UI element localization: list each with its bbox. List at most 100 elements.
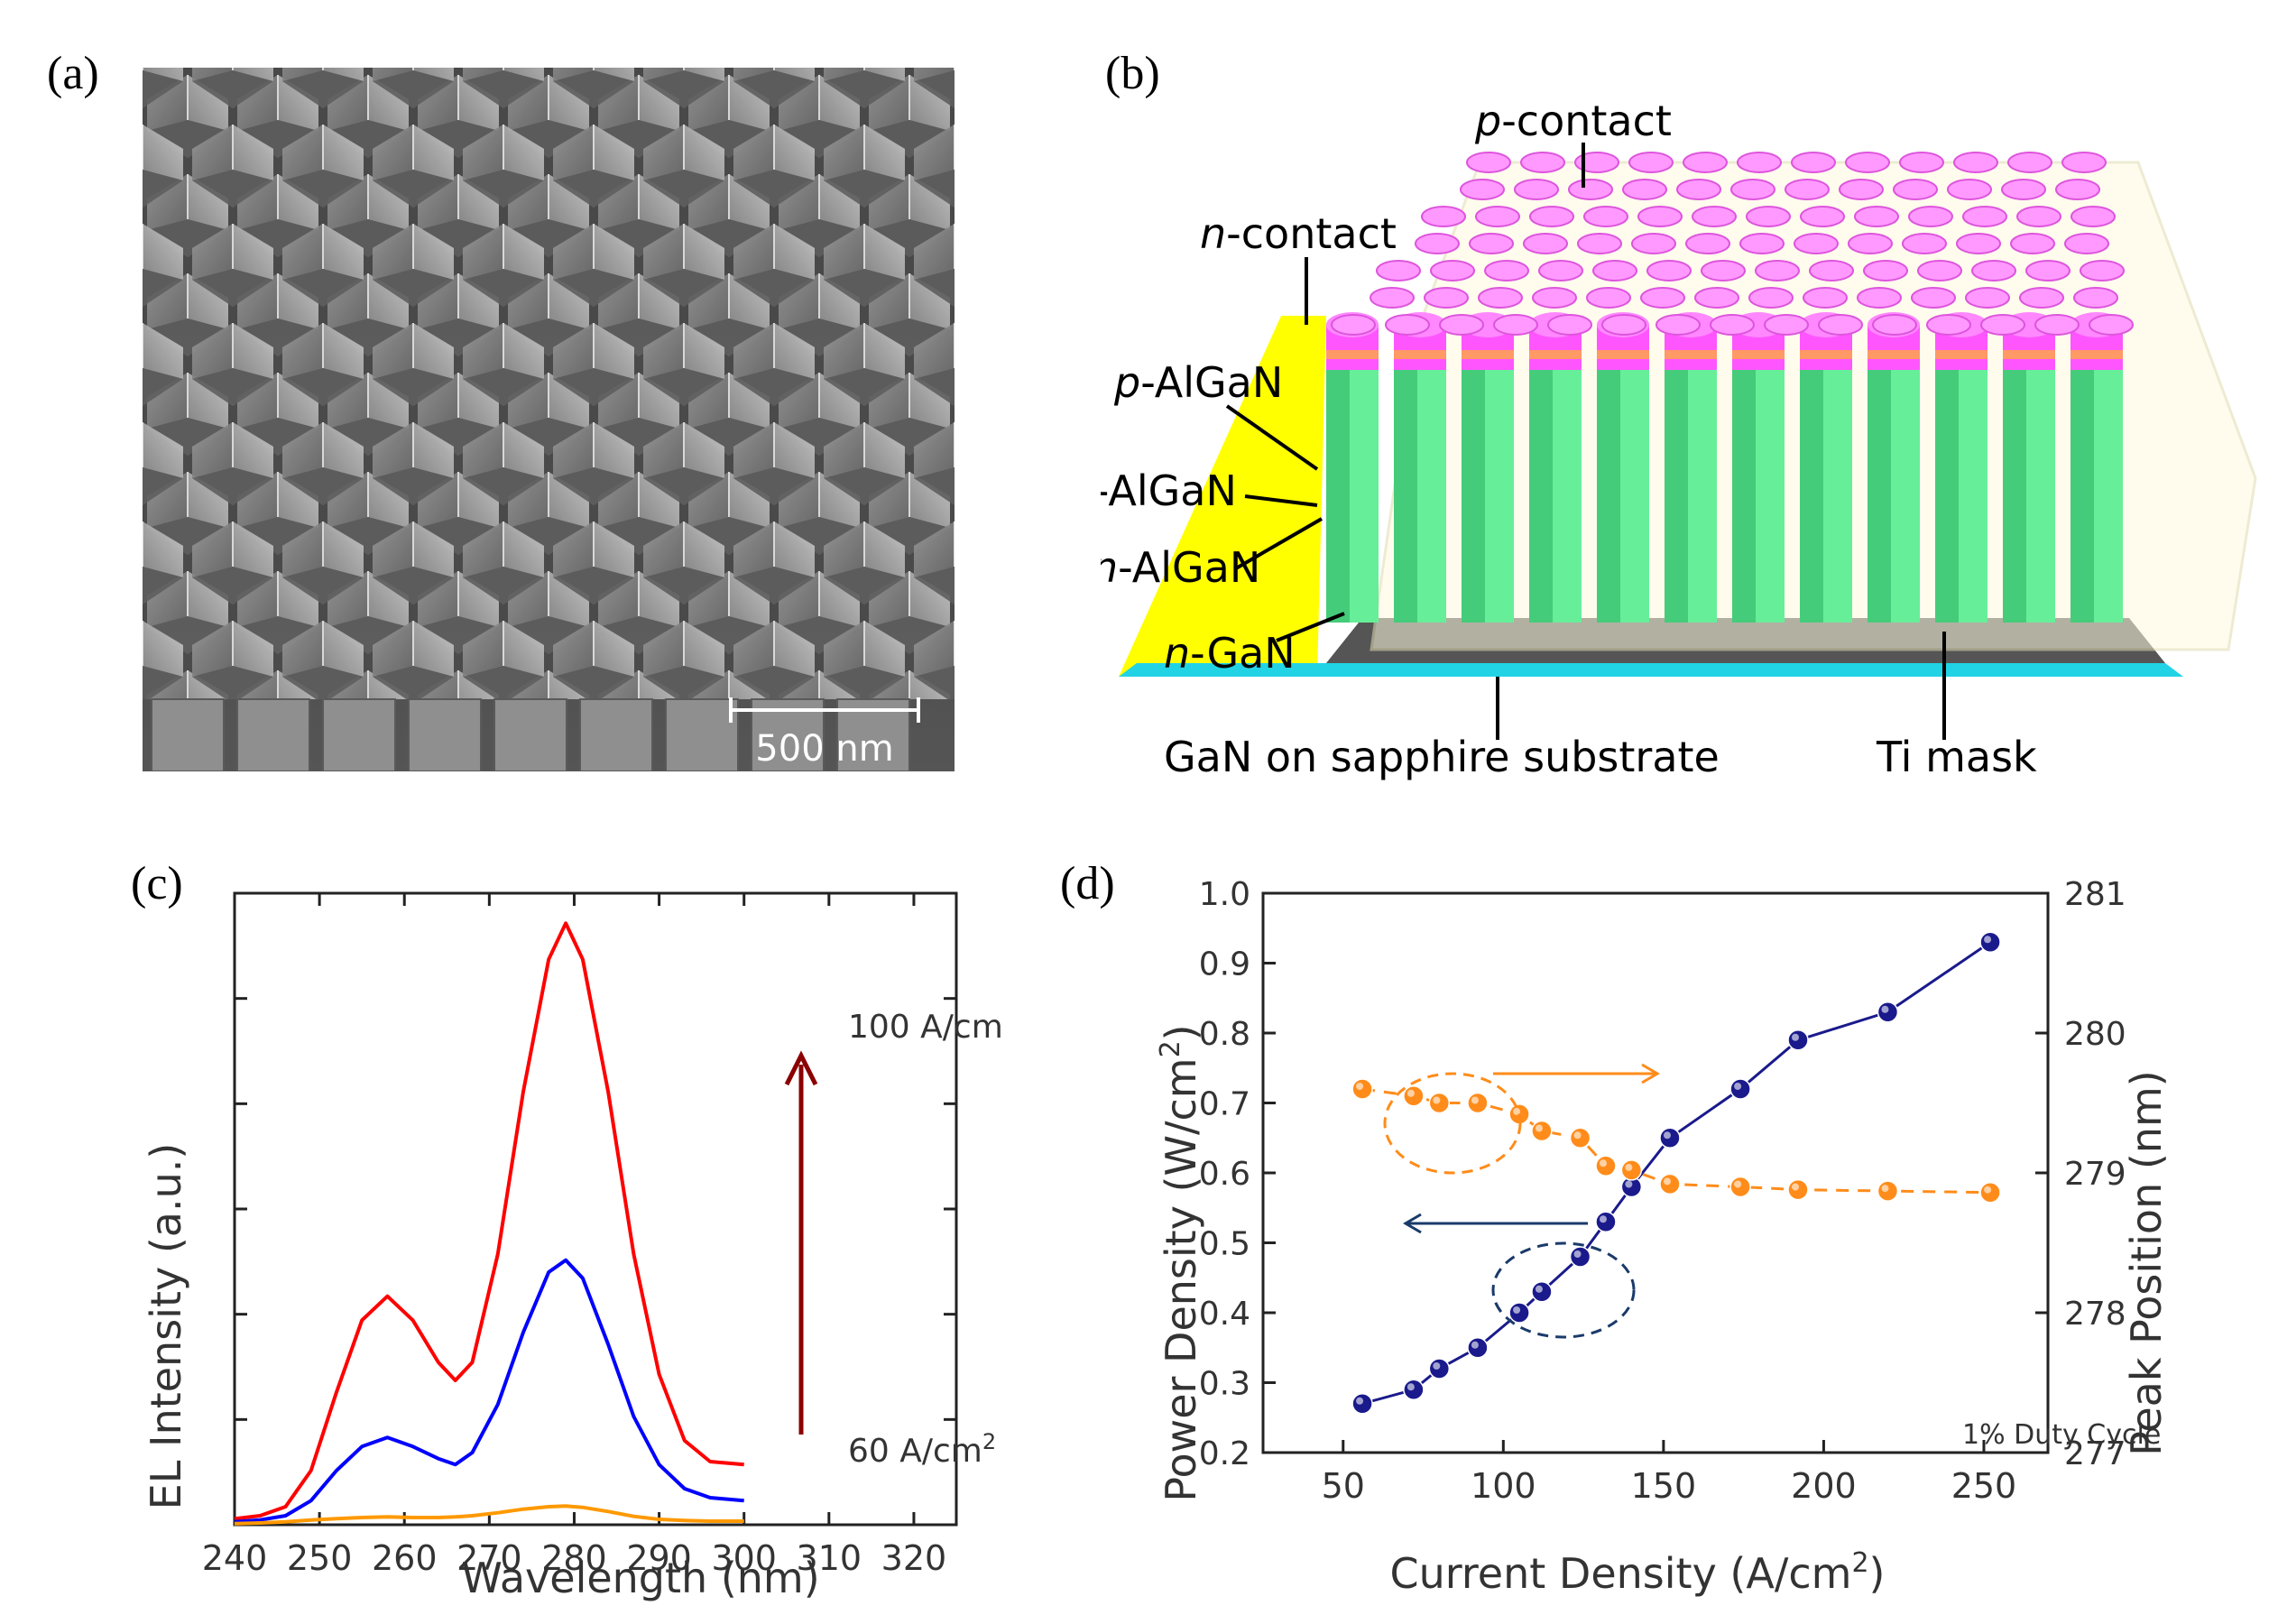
pillar-top (1857, 287, 1902, 309)
panel-a-letter: (a) (47, 48, 99, 99)
pillar-top (1803, 287, 1848, 309)
pillar-top (1529, 206, 1574, 227)
x-tick-label: 320 (881, 1538, 947, 1578)
annotation-100: 100 A/cm2 (848, 1009, 1001, 1046)
pillar-top (1926, 314, 1971, 336)
pillar-top (1415, 233, 1460, 254)
data-point-highlight (1663, 1177, 1671, 1186)
scale-bar: 500 nm (729, 697, 920, 770)
svg-text:p-AlGaN: p-AlGaN (1113, 358, 1283, 407)
pillar-top (1520, 152, 1565, 173)
data-point-right (1979, 1181, 2001, 1204)
data-point-right (1569, 1127, 1591, 1149)
pillar-top (1730, 179, 1775, 200)
increase-arrow (784, 1050, 818, 1435)
pillar-top (2070, 206, 2116, 227)
pillar-top (1592, 260, 1637, 281)
pillar-top (2007, 152, 2052, 173)
svg-text:p-contact: p-contact (1474, 97, 1672, 145)
nanowire-pillar (1326, 312, 1379, 623)
pillar-top (1911, 287, 1956, 309)
data-point-right (1877, 1180, 1899, 1202)
x-tick-label: 290 (626, 1538, 692, 1578)
el-spectra-chart: 240 250 260 270 280 290 300 310 320 Wavelength (… (142, 891, 1001, 1602)
nanowire-pillar (1800, 312, 1852, 623)
data-point-highlight (1881, 1005, 1889, 1013)
peak-ellipse (1383, 1072, 1522, 1175)
y-tick-label: 0.8 (1199, 1016, 1250, 1053)
pillar-top (1685, 233, 1730, 254)
x-tick-label: 100 (1471, 1466, 1536, 1506)
pillar-top (1637, 206, 1683, 227)
y2-tick-label: 277 (2064, 1435, 2126, 1472)
data-point-highlight (1573, 1131, 1582, 1140)
device-schematic: p-contact n-contact p-AlGaN i-AlGaN n-Al… (1101, 97, 2257, 781)
pillar-top (1872, 314, 1917, 336)
data-point-highlight (1535, 1285, 1543, 1293)
pillar-top (1908, 206, 1953, 227)
pillar-top (1628, 152, 1674, 173)
pillar-top (1818, 314, 1863, 336)
pillar-top (2025, 260, 2070, 281)
y2-tick-label: 279 (2064, 1156, 2126, 1193)
pillar-top (1694, 287, 1739, 309)
sem-micrograph: 500 nm (143, 68, 955, 771)
pillar-top (1646, 260, 1692, 281)
pillar-top (2001, 179, 2046, 200)
data-point-highlight (1433, 1362, 1441, 1370)
pillar-top (1971, 260, 2016, 281)
right-axis-arrow (1493, 1063, 1660, 1084)
pillar-top (2089, 314, 2134, 336)
nanowire-pillar (1935, 312, 1987, 623)
data-point-left (1877, 1001, 1899, 1023)
substrate-label: GaN on sapphire substrate (1164, 733, 1720, 781)
y-tick-label: 0.5 (1199, 1226, 1250, 1263)
data-point-left (1508, 1302, 1530, 1324)
pillar-top (1376, 260, 1421, 281)
chart-d-ylabel: Power Density (W/cm2) (1155, 1024, 1205, 1501)
y-tick-label: 0.2 (1199, 1435, 1250, 1472)
spectrum-line-2 (234, 1504, 744, 1526)
pillar-top (1683, 152, 1728, 173)
series-line-right (1361, 1087, 1991, 1195)
pillar-top (1962, 206, 2007, 227)
data-point-right (1467, 1092, 1489, 1114)
data-point-left (1569, 1246, 1591, 1268)
pillar-top (1845, 152, 1890, 173)
pillar-top (1532, 287, 1577, 309)
spectrum-line-0 (234, 921, 744, 1521)
pillar-top (1748, 287, 1794, 309)
nanowire-pillar (1529, 312, 1582, 623)
pillar-top (1583, 206, 1628, 227)
nanowire-pillar (1868, 312, 1920, 623)
pillar-top (1631, 233, 1676, 254)
pillar-top (1370, 287, 1415, 309)
y2-tick-label: 281 (2064, 876, 2126, 913)
data-point-left (1659, 1127, 1681, 1149)
pillar-top (1538, 260, 1583, 281)
pillar-top (1655, 314, 1701, 336)
pillar-top (1622, 179, 1667, 200)
x-tick-label: 310 (797, 1538, 862, 1578)
pillar-top (1953, 152, 1998, 173)
data-point-highlight (1356, 1397, 1364, 1405)
svg-text:i-AlGaN: i-AlGaN (1101, 466, 1237, 515)
nanowire-pillar (1597, 312, 1649, 623)
pillar-top (1863, 260, 1908, 281)
pillar-top (2034, 314, 2080, 336)
pillar-top (2016, 206, 2061, 227)
power-density-chart: 50 100 150 200 250 0.2 0.3 0.4 0.5 0.6 0.7 0.8 0.9 1.… (1155, 876, 2171, 1598)
chart-d-frame (1261, 891, 2050, 1454)
x-tick-label: 200 (1791, 1466, 1857, 1506)
data-point-highlight (1471, 1341, 1479, 1349)
data-point-left (1729, 1078, 1751, 1100)
substrate-layer (1119, 663, 2183, 677)
pillar-top (1601, 314, 1646, 336)
scale-bar-label: 500 nm (755, 728, 893, 770)
pillar-top (1475, 206, 1520, 227)
data-point-highlight (1471, 1096, 1479, 1104)
n-contact-pad (1119, 316, 1326, 677)
data-point-highlight (1535, 1124, 1543, 1132)
data-point-right (1620, 1159, 1643, 1181)
y-tick-label: 0.9 (1199, 946, 1250, 983)
